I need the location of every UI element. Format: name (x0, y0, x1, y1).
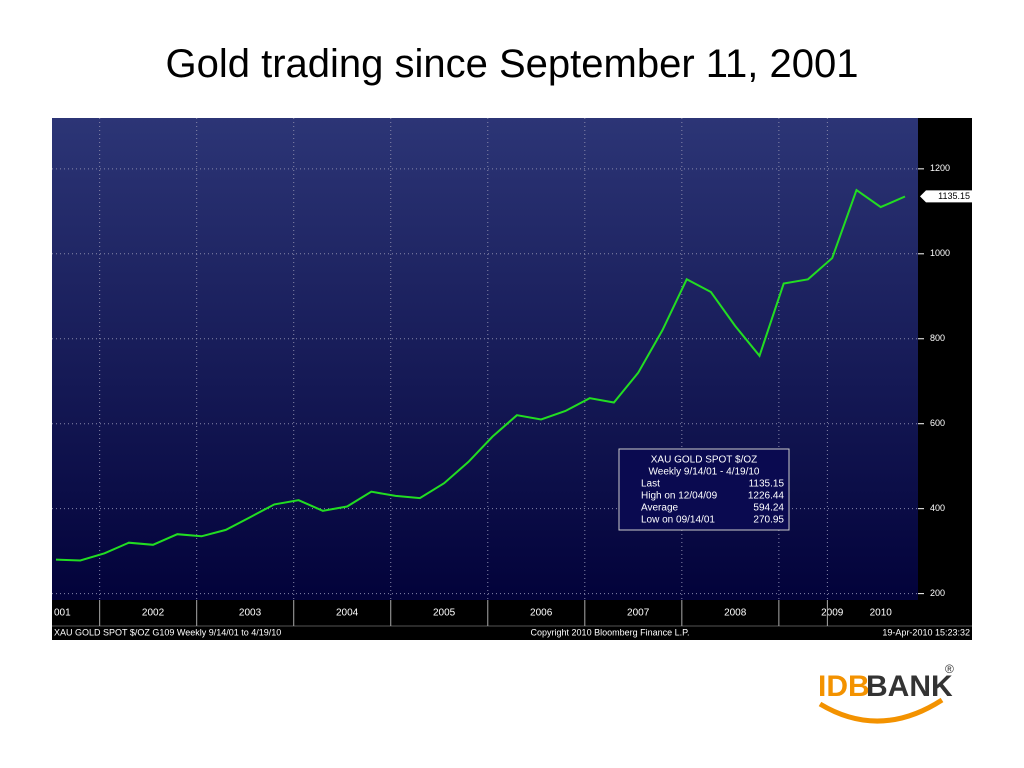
legend: XAU GOLD SPOT $/OZ Weekly 9/14/01 - 4/19… (618, 448, 790, 531)
last-price-pointer (920, 190, 972, 203)
x-tick-label: 2002 (142, 608, 165, 619)
x-tick-label: 001 (54, 608, 71, 619)
legend-row-value: 270.95 (753, 515, 784, 526)
y-tick-label: 400 (930, 503, 945, 513)
logo: IDB BANK ® (818, 662, 954, 724)
y-tick-label: 200 (930, 588, 945, 598)
x-tick-label: 2003 (239, 608, 262, 619)
legend-row-value: 1135.15 (749, 479, 785, 490)
x-tick-label: 2006 (530, 608, 553, 619)
legend-row-label: High on 12/04/09 (641, 491, 718, 502)
x-tick-label: 2004 (336, 608, 359, 619)
y-tick-label: 600 (930, 418, 945, 428)
logo-idb: IDB (818, 670, 870, 703)
legend-row-value: 1226.44 (748, 491, 785, 502)
logo-bank: BANK (866, 670, 953, 703)
price-line (55, 188, 906, 562)
legend-row-label: Last (641, 479, 660, 490)
legend-title: XAU GOLD SPOT $/OZ (651, 455, 758, 466)
x-tick-label: 2010 (870, 608, 893, 619)
y-tick-label: 800 (930, 333, 945, 343)
footer-right: 19-Apr-2010 15:23:32 (882, 627, 970, 637)
x-tick-label: 2009 (821, 608, 844, 619)
legend-period: Weekly 9/14/01 - 4/19/10 (649, 467, 760, 478)
y-tick-label: 1000 (930, 248, 950, 258)
last-price-label: 1135.15 (938, 191, 970, 201)
legend-row-label: Low on 09/14/01 (641, 515, 715, 526)
logo-mark: ® (945, 662, 954, 676)
x-tick-label: 2005 (433, 608, 456, 619)
slide-title: Gold trading since September 11, 2001 (165, 42, 859, 86)
legend-row-value: 594.24 (753, 503, 784, 514)
footer-center: Copyright 2010 Bloomberg Finance L.P. (531, 627, 690, 637)
x-tick-label: 2007 (627, 608, 650, 619)
x-axis-strip (52, 600, 972, 640)
footer-left: XAU GOLD SPOT $/OZ G109 Weekly 9/14/01 t… (54, 627, 281, 637)
x-tick-label: 2008 (724, 608, 747, 619)
logo-swoosh (818, 697, 944, 724)
legend-box (618, 448, 790, 531)
legend-row-label: Average (641, 503, 679, 514)
y-tick-label: 1200 (930, 163, 950, 173)
